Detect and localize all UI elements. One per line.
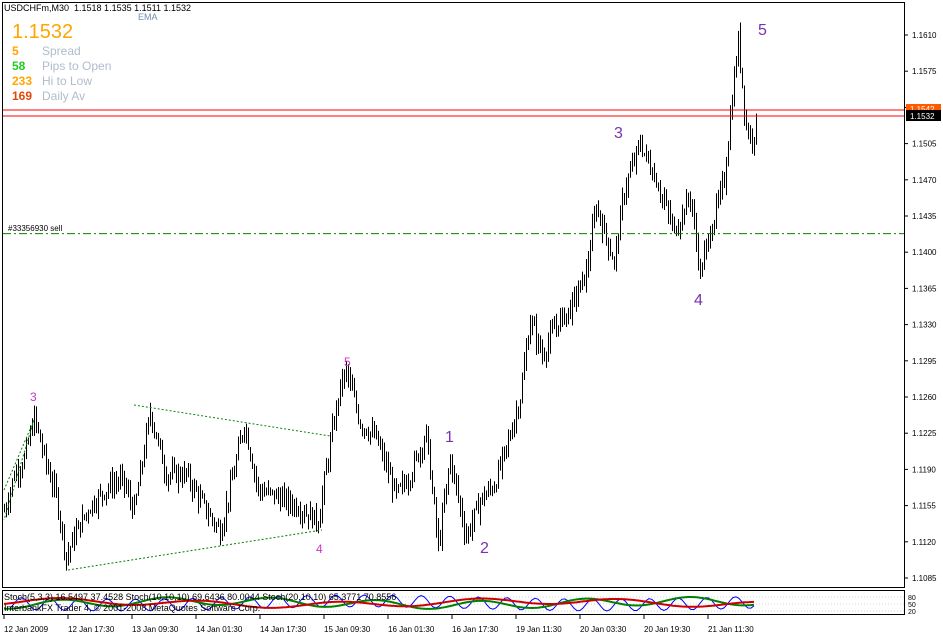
hilo-label: Hi to Low bbox=[42, 74, 93, 88]
price-tick-label: 1.1435 bbox=[912, 212, 937, 221]
current-price-label: 1.1532 bbox=[910, 112, 935, 121]
price-tick-label: 1.1190 bbox=[912, 465, 936, 474]
time-tick-label: 14 Jan 01:30 bbox=[196, 625, 243, 634]
elliott-wave-labels: 3 4 5 1 2 3 4 5 bbox=[30, 22, 767, 557]
indicator-copyright: InterbankFX Trader 4, © 2001-2008 MetaQu… bbox=[4, 603, 261, 613]
price-tick-label: 1.1225 bbox=[912, 429, 937, 438]
indicator-scale-label: 50 bbox=[908, 602, 916, 609]
info-price: 1.1532 bbox=[12, 21, 74, 43]
ohlc-values: 1.1518 1.1535 1.1511 1.1532 bbox=[74, 3, 191, 13]
price-tick-label: 1.1120 bbox=[912, 538, 936, 547]
stochastic-line bbox=[3, 597, 755, 609]
main-chart-frame bbox=[2, 2, 905, 588]
price-tick-label: 1.1330 bbox=[912, 321, 937, 330]
info-row-hilo: 233 Hi to Low bbox=[12, 74, 92, 88]
price-tick-label: 1.1575 bbox=[912, 67, 937, 76]
wave-label: 5 bbox=[344, 355, 351, 369]
wave-label: 4 bbox=[694, 292, 703, 309]
time-axis: 12 Jan 2009 12 Jan 17:30 13 Jan 09:30 14 Ja… bbox=[3, 615, 754, 634]
chart-header: USDCHFm,M30 1.1518 1.1535 1.1511 1.1532 bbox=[4, 3, 191, 13]
time-tick-label: 20 Jan 19:30 bbox=[644, 625, 691, 634]
chart-objects bbox=[3, 109, 904, 571]
wave-label: 1 bbox=[445, 429, 454, 446]
resistance-price-tag bbox=[906, 104, 941, 114]
wave-label: 4 bbox=[316, 542, 323, 556]
wave-label: 2 bbox=[480, 540, 489, 557]
order-line-label[interactable]: #33356930 sell bbox=[8, 224, 62, 233]
wave-label: 3 bbox=[614, 125, 623, 142]
resistance-price-label: 1.1542 bbox=[910, 105, 935, 114]
symbol-title: USDCHFm,M30 bbox=[4, 3, 70, 13]
time-tick-label: 13 Jan 09:30 bbox=[132, 625, 179, 634]
time-tick-label: 12 Jan 2009 bbox=[4, 625, 49, 634]
indicator-frame bbox=[2, 590, 905, 615]
time-tick-label: 21 Jan 11:30 bbox=[708, 625, 754, 634]
price-tick-label: 1.1260 bbox=[912, 393, 937, 402]
time-tick-label: 14 Jan 17:30 bbox=[260, 625, 307, 634]
time-tick-label: 19 Jan 11:30 bbox=[516, 625, 562, 634]
price-tick-label: 1.1155 bbox=[912, 502, 936, 511]
pips-label: Pips to Open bbox=[42, 59, 112, 73]
current-price-tag bbox=[906, 110, 941, 121]
indicator-title: Stoch(5,3,3) 16.5497 37.4528 Stoch(10,10… bbox=[4, 592, 397, 602]
spread-value: 5 bbox=[12, 44, 19, 58]
dailyav-value: 169 bbox=[12, 89, 33, 103]
time-tick-label: 12 Jan 17:30 bbox=[68, 625, 115, 634]
ema-label: EMA bbox=[138, 12, 158, 22]
price-bars bbox=[4, 22, 757, 571]
triangle-trendline[interactable] bbox=[3, 419, 35, 521]
info-row-dailyav: 169 Daily Av bbox=[12, 89, 85, 103]
price-tick-label: 1.1365 bbox=[912, 284, 937, 293]
price-tick-label: 1.1085 bbox=[912, 574, 937, 583]
triangle-trendline[interactable] bbox=[133, 404, 331, 437]
info-row-spread: 5 Spread bbox=[12, 44, 81, 58]
dailyav-label: Daily Av bbox=[42, 89, 86, 103]
wave-label: 5 bbox=[758, 22, 767, 39]
indicator-scale-label: 80 bbox=[908, 595, 916, 602]
triangle-trendline[interactable] bbox=[67, 529, 323, 571]
triangle-trendline[interactable] bbox=[3, 419, 35, 491]
info-row-pips: 58 Pips to Open bbox=[12, 59, 111, 73]
spread-label: Spread bbox=[42, 44, 81, 58]
time-tick-label: 16 Jan 01:30 bbox=[388, 625, 435, 634]
price-tick-label: 1.1295 bbox=[912, 357, 937, 366]
price-axis: 1.16101.15751.15401.15051.14701.14351.14… bbox=[904, 31, 937, 583]
wave-label: 3 bbox=[30, 390, 37, 404]
price-tick-label: 1.1470 bbox=[912, 176, 937, 185]
time-tick-label: 15 Jan 09:30 bbox=[324, 625, 371, 634]
indicator-scale-label: 20 bbox=[908, 609, 916, 616]
price-tick-label: 1.1610 bbox=[912, 31, 937, 40]
time-tick-label: 16 Jan 17:30 bbox=[452, 625, 499, 634]
pips-value: 58 bbox=[12, 59, 26, 73]
price-tick-label: 1.1505 bbox=[912, 140, 937, 149]
price-tick-label: 1.1400 bbox=[912, 248, 937, 257]
time-tick-label: 20 Jan 03:30 bbox=[580, 625, 627, 634]
hilo-value: 233 bbox=[12, 74, 33, 88]
